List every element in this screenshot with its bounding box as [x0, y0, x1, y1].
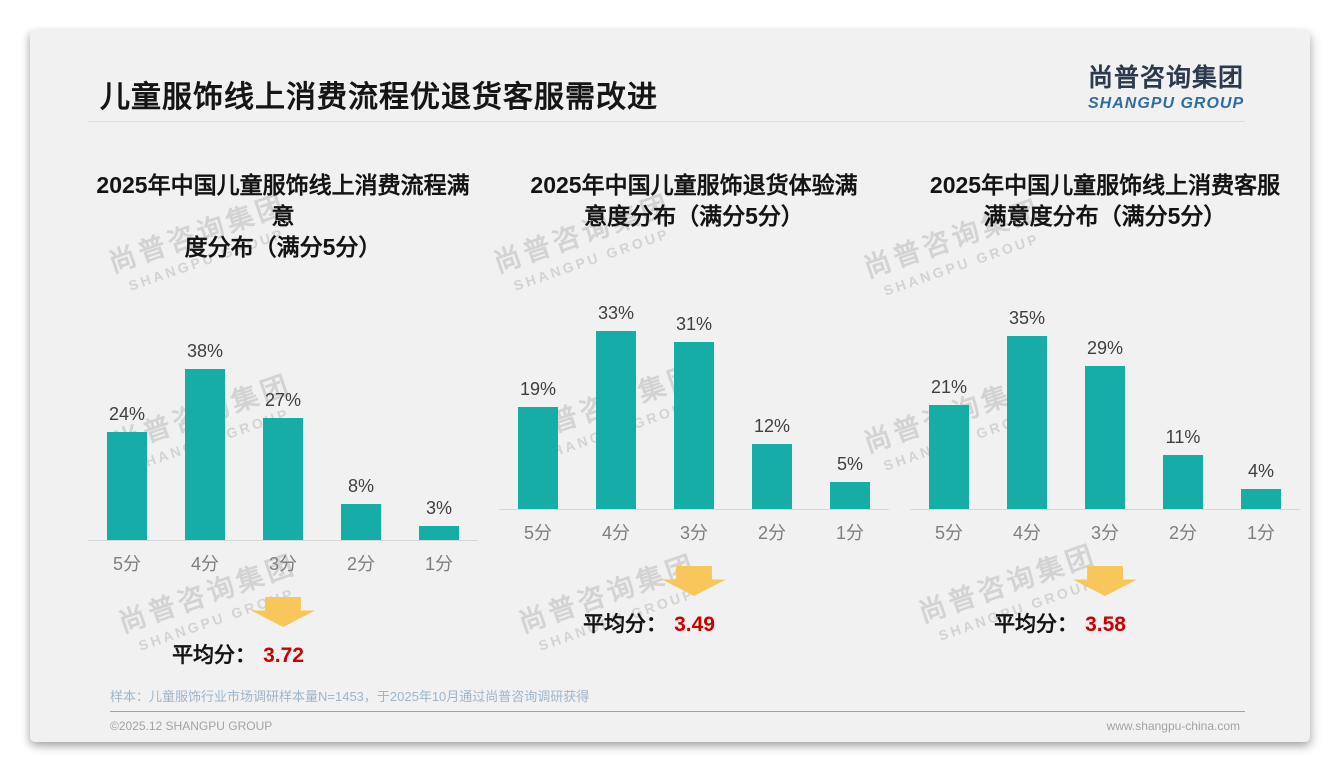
bar-slot: 24%: [88, 271, 166, 540]
charts-row: 2025年中国儿童服饰线上消费流程满意 度分布（满分5分） 24% 38% 27% 8…: [88, 170, 1300, 669]
x-axis: 5分 4分 3分 2分 1分: [88, 541, 478, 576]
logo-english-text: SHANGPU GROUP: [1088, 95, 1245, 112]
x-tick-label: 3分: [268, 554, 297, 574]
footer-bar: ©2025.12 SHANGPU GROUP www.shangpu-china…: [110, 719, 1240, 733]
bar-value-label: 3%: [425, 498, 453, 518]
average-score: 平均分： 3.72: [43, 639, 433, 669]
bar-value-label: 27%: [264, 390, 302, 410]
bar-plot: 19% 33% 31% 12% 5%: [499, 240, 889, 510]
down-arrow-icon: [251, 597, 315, 627]
bar: [752, 444, 792, 509]
bar-slot: 21%: [910, 240, 988, 509]
x-tick-label: 5分: [934, 523, 963, 543]
bar-value-label: 24%: [108, 404, 146, 424]
title-divider: [88, 121, 1245, 122]
x-tick-label: 1分: [835, 523, 864, 543]
bar: [1085, 366, 1125, 509]
bar-value-label: 12%: [753, 416, 791, 436]
bar-value-label: 33%: [597, 303, 635, 323]
bar-value-label: 8%: [347, 476, 375, 496]
x-tick-label: 3分: [1090, 523, 1119, 543]
down-arrow-icon: [1073, 566, 1137, 596]
bar-value-label: 31%: [675, 314, 713, 334]
bar: [419, 526, 459, 540]
x-tick-label: 4分: [190, 554, 219, 574]
bar-slot: 29%: [1066, 240, 1144, 509]
bar-slot: 3%: [400, 271, 478, 540]
bar-slot: 8%: [322, 271, 400, 540]
bar-slot: 11%: [1144, 240, 1222, 509]
x-axis: 5分 4分 3分 2分 1分: [499, 510, 889, 545]
bar: [674, 342, 714, 509]
x-tick-label: 3分: [679, 523, 708, 543]
bar: [518, 407, 558, 509]
x-tick-label: 2分: [757, 523, 786, 543]
bar-slot: 12%: [733, 240, 811, 509]
x-axis: 5分 4分 3分 2分 1分: [910, 510, 1300, 545]
average-value: 3.49: [674, 613, 715, 636]
x-tick-label: 5分: [112, 554, 141, 574]
down-arrow-icon: [662, 566, 726, 596]
bar-value-label: 21%: [930, 377, 968, 397]
bar-slot: 4%: [1222, 240, 1300, 509]
bar: [929, 405, 969, 509]
bar-plot: 24% 38% 27% 8% 3%: [88, 271, 478, 541]
average-label: 平均分：: [994, 613, 1079, 636]
bar: [107, 432, 147, 540]
x-tick-label: 4分: [601, 523, 630, 543]
average-label: 平均分：: [172, 644, 257, 667]
bar-slot: 27%: [244, 271, 322, 540]
logo-chinese-text: 尚普咨询集团: [1088, 64, 1245, 92]
bar-value-label: 4%: [1247, 461, 1275, 481]
bar-slot: 33%: [577, 240, 655, 509]
average-value: 3.58: [1085, 613, 1126, 636]
chart-return-satisfaction: 2025年中国儿童服饰退货体验满 意度分布（满分5分） 19% 33% 31% 12%…: [499, 170, 889, 669]
chart-title: 2025年中国儿童服饰线上消费客服 满意度分布（满分5分）: [929, 172, 1281, 229]
bar-plot: 21% 35% 29% 11% 4%: [910, 240, 1300, 510]
x-tick-label: 1分: [1246, 523, 1275, 543]
bar-slot: 35%: [988, 240, 1066, 509]
chart-process-satisfaction: 2025年中国儿童服饰线上消费流程满意 度分布（满分5分） 24% 38% 27% 8…: [88, 170, 478, 669]
bar-slot: 31%: [655, 240, 733, 509]
chart-service-satisfaction: 2025年中国儿童服饰线上消费客服 满意度分布（满分5分） 21% 35% 29% 1…: [910, 170, 1300, 669]
chart-title: 2025年中国儿童服饰线上消费流程满意 度分布（满分5分）: [96, 172, 470, 260]
x-tick-label: 5分: [523, 523, 552, 543]
bar: [1007, 336, 1047, 509]
chart-title: 2025年中国儿童服饰退货体验满 意度分布（满分5分）: [530, 172, 858, 229]
slide-panel: 尚普咨询集团 SHANGPU GROUP 尚普咨询集团 SHANGPU GROUP 尚普…: [30, 30, 1310, 742]
bar-slot: 19%: [499, 240, 577, 509]
footer-divider: [110, 711, 1245, 712]
bar-value-label: 5%: [836, 454, 864, 474]
bar: [263, 418, 303, 540]
bar-slot: 5%: [811, 240, 889, 509]
bar: [830, 482, 870, 509]
average-label: 平均分：: [583, 613, 668, 636]
copyright-text: ©2025.12 SHANGPU GROUP: [110, 719, 273, 733]
bar-value-label: 35%: [1008, 308, 1046, 328]
bar: [1241, 489, 1281, 509]
sample-note: 样本：儿童服饰行业市场调研样本量N=1453，于2025年10月通过尚普咨询调研…: [110, 689, 590, 704]
average-score: 平均分： 3.58: [865, 608, 1255, 638]
bar-slot: 38%: [166, 271, 244, 540]
bar: [341, 504, 381, 540]
website-text: www.shangpu-china.com: [1106, 719, 1240, 733]
bar: [1163, 455, 1203, 509]
bar-value-label: 19%: [519, 379, 557, 399]
x-tick-label: 1分: [424, 554, 453, 574]
x-tick-label: 4分: [1012, 523, 1041, 543]
bar: [185, 369, 225, 540]
bar-value-label: 11%: [1165, 427, 1201, 447]
average-score: 平均分： 3.49: [454, 608, 844, 638]
bar-value-label: 38%: [186, 341, 224, 361]
bar: [596, 331, 636, 509]
bar-value-label: 29%: [1086, 338, 1124, 358]
x-tick-label: 2分: [1168, 523, 1197, 543]
company-logo: 尚普咨询集团 SHANGPU GROUP: [1088, 58, 1244, 113]
x-tick-label: 2分: [346, 554, 375, 574]
average-value: 3.72: [263, 644, 304, 667]
page-title: 儿童服饰线上消费流程优退货客服需改进: [100, 81, 658, 114]
